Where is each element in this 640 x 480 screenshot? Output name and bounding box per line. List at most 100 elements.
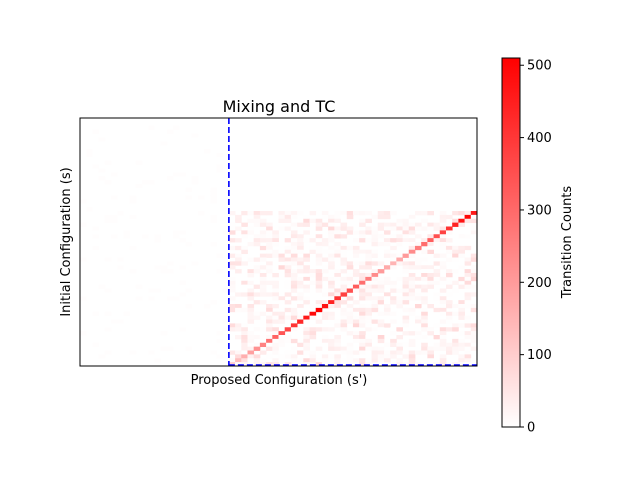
heatmap-cell: [80, 222, 87, 227]
heatmap-cell: [427, 327, 434, 332]
heatmap-cell: [464, 257, 472, 262]
heatmap-cell: [421, 242, 428, 247]
heatmap-cell: [346, 354, 354, 359]
heatmap-cell: [216, 354, 224, 359]
heatmap-cell: [470, 257, 478, 262]
heatmap-cell: [458, 211, 465, 216]
heatmap-cell: [272, 358, 279, 363]
heatmap-cell: [452, 211, 459, 216]
heatmap-cell: [346, 358, 354, 363]
heatmap-cell: [383, 292, 391, 297]
heatmap-cell: [290, 245, 298, 251]
heatmap-cell: [228, 245, 236, 251]
heatmap-cell: [427, 269, 434, 274]
heatmap-cell: [334, 358, 341, 363]
heatmap-cell: [433, 296, 441, 301]
heatmap-cell: [439, 214, 447, 220]
heatmap-cell: [241, 350, 248, 355]
heatmap-cell: [259, 238, 267, 243]
heatmap-cell: [334, 296, 341, 301]
heatmap-cell: [421, 323, 428, 328]
heatmap-cell: [321, 327, 329, 332]
heatmap-cell: [173, 296, 180, 301]
heatmap-cell: [284, 211, 292, 216]
heatmap-cell: [359, 338, 366, 344]
heatmap-cell: [303, 300, 310, 305]
heatmap-cell: [92, 342, 100, 348]
heatmap-cell: [272, 311, 279, 317]
heatmap-cell: [123, 311, 131, 317]
heatmap-cell: [272, 315, 279, 320]
heatmap-cell: [439, 362, 447, 367]
heatmap-cell: [439, 335, 447, 340]
heatmap-cell: [470, 292, 478, 297]
heatmap-cell: [427, 222, 434, 227]
heatmap-cell: [104, 160, 112, 165]
heatmap-cell: [321, 276, 329, 282]
heatmap-cell: [284, 315, 292, 320]
heatmap-cell: [253, 222, 261, 227]
heatmap-cell: [458, 284, 465, 289]
heatmap-cell: [290, 238, 298, 243]
heatmap-cell: [470, 323, 478, 328]
heatmap-cell: [408, 331, 416, 336]
heatmap-cell: [98, 176, 106, 181]
heatmap-cell: [284, 335, 292, 340]
heatmap-cell: [278, 350, 286, 355]
heatmap-cell: [216, 253, 224, 258]
heatmap-cell: [433, 222, 441, 227]
heatmap-cell: [458, 222, 465, 227]
heatmap-cell: [414, 226, 422, 231]
heatmap-cell: [421, 284, 428, 289]
heatmap-cell: [266, 315, 273, 320]
heatmap-cell: [421, 346, 428, 351]
heatmap-cell: [160, 265, 168, 270]
heatmap-cell: [396, 222, 403, 227]
heatmap-cell: [185, 304, 193, 309]
heatmap-cell: [235, 307, 242, 313]
heatmap-cell: [321, 362, 329, 367]
heatmap-cell: [340, 292, 348, 297]
y-axis-label: Initial Configuration (s): [59, 167, 74, 316]
heatmap-cell: [247, 226, 255, 231]
heatmap-cell: [365, 249, 372, 255]
heatmap-cell: [439, 234, 447, 239]
heatmap-cell: [371, 331, 379, 336]
heatmap-cell: [452, 311, 459, 317]
heatmap-cell: [402, 222, 410, 227]
heatmap-cell: [179, 238, 186, 243]
heatmap-cell: [352, 315, 360, 320]
heatmap-cell: [290, 280, 298, 286]
heatmap-cell: [104, 350, 112, 355]
heatmap-cell: [371, 249, 379, 255]
heatmap-cell: [315, 234, 323, 239]
heatmap-cell: [222, 319, 230, 324]
heatmap-cell: [427, 234, 434, 239]
heatmap-cell: [241, 245, 248, 251]
heatmap-cell: [92, 311, 100, 317]
heatmap-cell: [290, 350, 298, 355]
heatmap-cell: [278, 331, 286, 336]
heatmap-cell: [452, 335, 459, 340]
heatmap-cell: [352, 211, 360, 216]
heatmap-cell: [340, 257, 348, 262]
heatmap-cell: [396, 238, 403, 243]
heatmap-cell: [160, 141, 168, 146]
heatmap-cell: [259, 280, 267, 286]
block-dividers: [228, 118, 477, 366]
heatmap-cell: [328, 249, 335, 255]
heatmap-cell: [421, 300, 428, 305]
heatmap-cell: [402, 265, 410, 270]
heatmap-cell: [216, 164, 224, 169]
heatmap-cell: [241, 280, 248, 286]
heatmap-cell: [421, 350, 428, 355]
heatmap-cell: [135, 183, 143, 189]
heatmap-cell: [210, 199, 217, 204]
heatmap-cell: [439, 300, 447, 305]
heatmap-cell: [421, 296, 428, 301]
heatmap-cell: [117, 257, 124, 262]
heatmap-cell: [396, 288, 403, 293]
heatmap-cell: [334, 276, 341, 282]
heatmap-cell: [247, 296, 255, 301]
heatmap-cell: [359, 288, 366, 293]
